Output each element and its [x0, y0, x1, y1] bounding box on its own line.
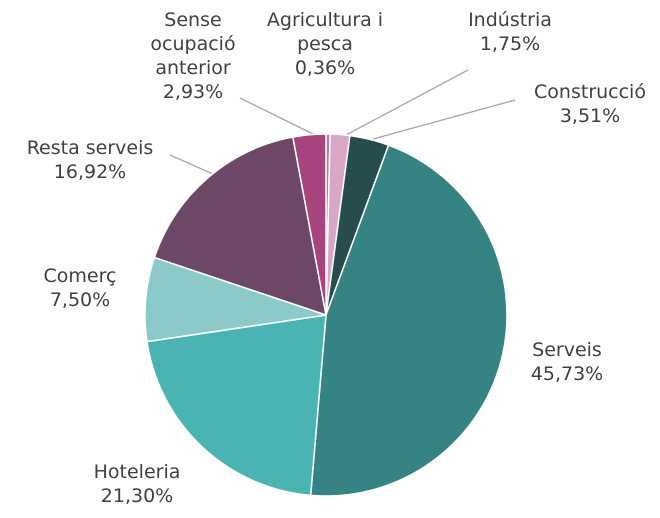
- slice-name: Indústria: [468, 9, 552, 31]
- slice-label: Sense ocupació anterior 2,93%: [138, 8, 248, 104]
- slice-name: Resta serveis: [26, 137, 154, 159]
- slice-value: 3,51%: [559, 105, 621, 127]
- slice-value: 0,36%: [294, 57, 356, 79]
- slice-name: Sense ocupació anterior: [150, 9, 236, 79]
- leader-line: [169, 154, 214, 175]
- slice-value: 16,92%: [53, 161, 127, 183]
- slice-value: 45,73%: [530, 363, 604, 385]
- slice-label: Indústria 1,75%: [450, 8, 570, 56]
- slice-name: Hoteleria: [93, 461, 181, 483]
- slice-value: 7,50%: [49, 289, 111, 311]
- leader-lines: [169, 69, 516, 175]
- leader-line: [372, 99, 516, 140]
- slice-name: Serveis: [532, 339, 602, 361]
- slice-label: Serveis 45,73%: [492, 338, 642, 386]
- pie-slice: [291, 133, 327, 316]
- pie-slice: [309, 144, 508, 497]
- slice-value: 21,30%: [100, 485, 174, 507]
- slice-label: Resta serveis 16,92%: [0, 136, 180, 184]
- leader-line: [345, 69, 469, 136]
- slice-name: Comerç: [43, 265, 117, 287]
- slice-label: Agricultura i pesca 0,36%: [255, 8, 395, 80]
- slice-name: Agricultura i pesca: [266, 9, 384, 55]
- slice-label: Comerç 7,50%: [20, 264, 140, 312]
- slice-name: Construcció: [534, 81, 646, 103]
- leader-line: [239, 97, 314, 135]
- pie-slice: [146, 314, 327, 497]
- pie-slice: [153, 136, 327, 317]
- slice-label: Hoteleria 21,30%: [57, 460, 217, 508]
- slice-value: 2,93%: [162, 81, 224, 103]
- slice-label: Construcció 3,51%: [510, 80, 660, 128]
- slice-value: 1,75%: [479, 33, 541, 55]
